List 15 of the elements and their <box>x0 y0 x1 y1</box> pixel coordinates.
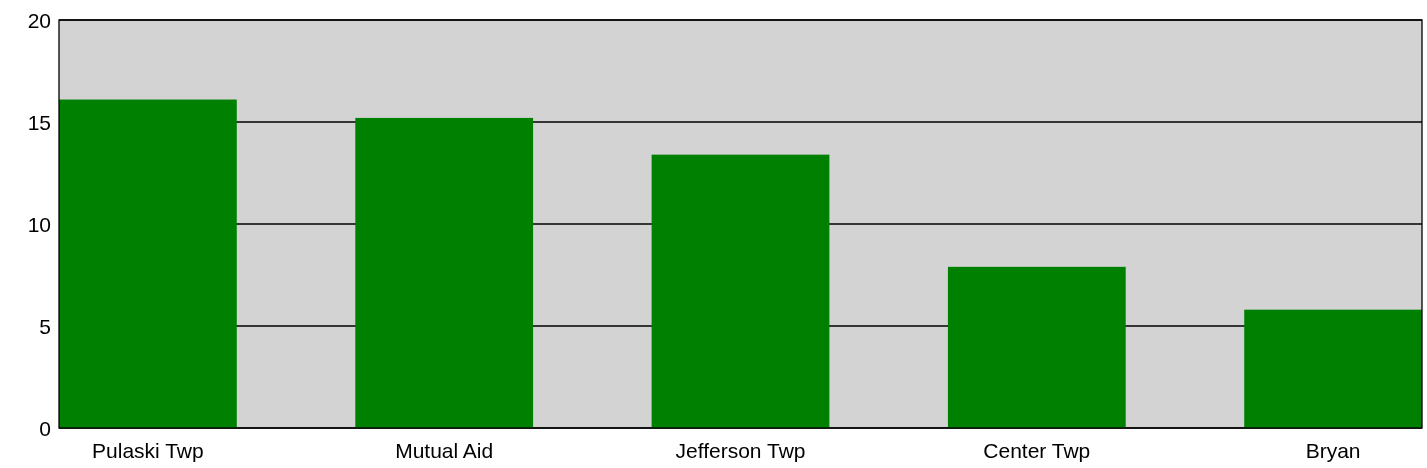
bar <box>947 266 1126 428</box>
x-tick-label: Mutual Aid <box>395 438 494 462</box>
x-tick-label: Jefferson Twp <box>675 438 806 462</box>
bar <box>1244 309 1422 428</box>
x-tick-label: Bryan <box>1305 438 1361 462</box>
x-tick-label: Center Twp <box>983 438 1091 462</box>
y-tick-label: 0 <box>39 416 51 440</box>
bar <box>59 99 237 428</box>
y-tick-label: 20 <box>27 8 51 32</box>
bar <box>355 117 534 428</box>
bar <box>651 154 830 428</box>
x-tick-label: Pulaski Twp <box>92 438 204 462</box>
y-tick-label: 5 <box>39 314 51 338</box>
y-tick-label: 10 <box>27 212 51 236</box>
y-tick-label: 15 <box>27 110 51 134</box>
